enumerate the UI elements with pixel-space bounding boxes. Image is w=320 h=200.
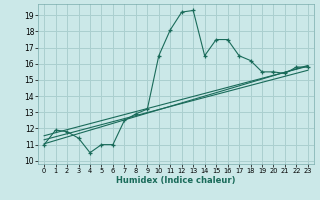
X-axis label: Humidex (Indice chaleur): Humidex (Indice chaleur): [116, 176, 236, 185]
